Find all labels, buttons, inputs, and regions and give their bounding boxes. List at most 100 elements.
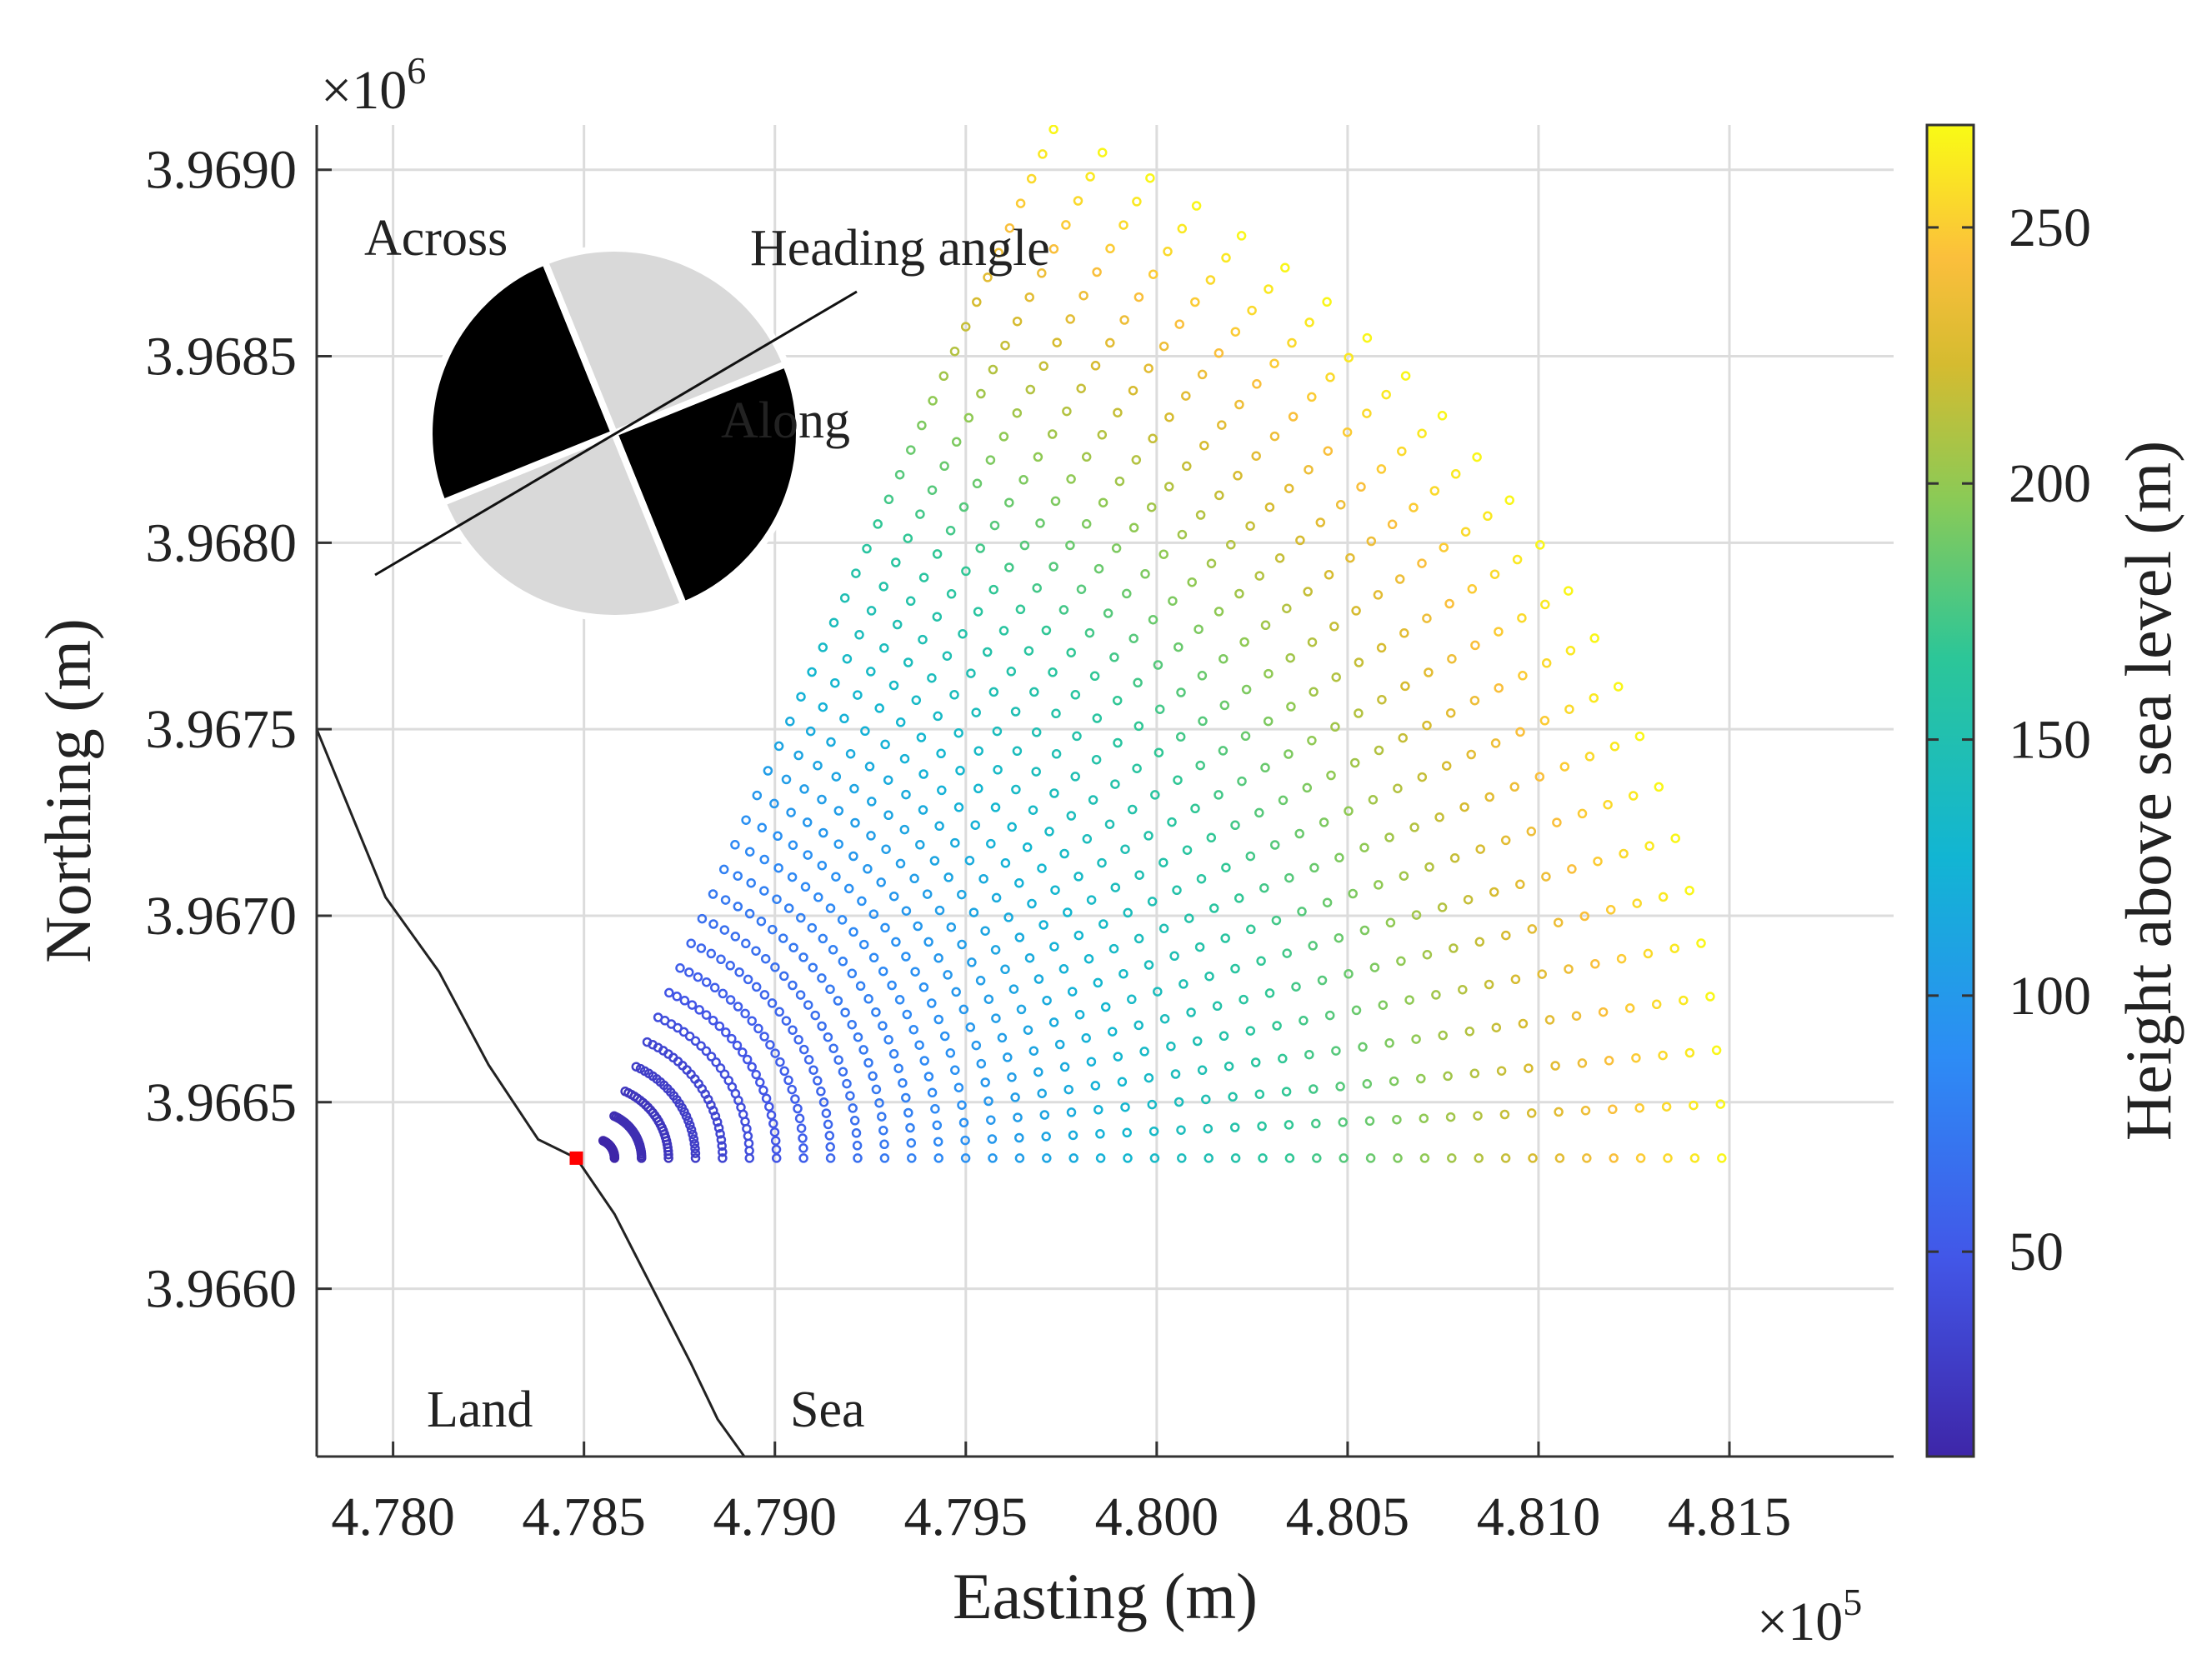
- scan-point: [986, 1115, 996, 1125]
- scan-point: [916, 732, 927, 742]
- scan-point: [1247, 305, 1257, 316]
- scan-point: [817, 860, 828, 871]
- scan-point: [1214, 607, 1224, 617]
- scan-point: [1577, 1058, 1588, 1068]
- scan-point: [1437, 902, 1448, 912]
- scan-point: [828, 1043, 838, 1053]
- scan-point: [1093, 1105, 1103, 1115]
- scan-point: [1004, 497, 1014, 507]
- scan-point: [843, 883, 854, 894]
- scan-point: [620, 1087, 630, 1097]
- scan-point: [1661, 1102, 1672, 1112]
- scan-point: [1422, 613, 1432, 623]
- scan-point: [1540, 599, 1550, 610]
- scan-point: [1324, 1010, 1335, 1021]
- scan-point: [949, 690, 959, 700]
- scan-point: [758, 1085, 768, 1096]
- scan-point: [796, 912, 806, 923]
- scan-point: [1058, 964, 1069, 974]
- scan-point: [701, 1010, 712, 1020]
- scan-point: [998, 626, 1009, 636]
- scan-point: [1081, 452, 1092, 462]
- scan-point: [1670, 833, 1680, 843]
- scan-point: [693, 972, 703, 982]
- scan-point: [768, 1118, 778, 1129]
- scan-point: [1281, 1087, 1292, 1097]
- scan-point: [1288, 412, 1299, 422]
- scan-point: [1190, 803, 1200, 814]
- scan-point: [901, 1092, 911, 1103]
- scan-point: [1219, 653, 1229, 664]
- scan-point: [1037, 1088, 1047, 1098]
- scan-point: [1351, 1005, 1362, 1016]
- scan-point: [1179, 979, 1189, 989]
- scan-point: [967, 957, 977, 967]
- scan-point: [901, 906, 912, 916]
- scan-point: [953, 802, 964, 812]
- scan-point: [713, 1122, 724, 1133]
- scan-point: [1174, 319, 1184, 329]
- scan-point: [932, 612, 943, 622]
- scan-point: [1063, 907, 1073, 917]
- scan-point: [1438, 1030, 1448, 1041]
- scan-point: [1214, 490, 1224, 501]
- scan-point: [895, 858, 906, 869]
- scan-point: [1006, 667, 1017, 677]
- scan-point: [803, 1055, 814, 1065]
- scan-point: [1512, 554, 1523, 565]
- scan-point: [1254, 571, 1264, 581]
- scan-point: [1715, 1099, 1726, 1109]
- scan-point: [988, 1153, 998, 1163]
- scan-point: [744, 847, 755, 857]
- scan-point: [907, 1153, 917, 1163]
- scan-point: [1354, 708, 1364, 718]
- scan-point: [1632, 898, 1642, 908]
- scan-point: [808, 1065, 818, 1075]
- scan-point: [1014, 1153, 1025, 1163]
- scan-point: [883, 1035, 893, 1045]
- scan-point: [808, 962, 818, 972]
- scan-point: [1233, 471, 1243, 481]
- scan-point: [1654, 782, 1664, 792]
- scan-point: [1054, 1039, 1065, 1050]
- scan-point: [1033, 452, 1043, 462]
- scan-point: [708, 1015, 718, 1026]
- scan-point: [788, 980, 798, 991]
- scan-point: [770, 1136, 781, 1146]
- scan-point: [1026, 173, 1037, 184]
- scan-point: [787, 872, 798, 882]
- scan-point: [1095, 1153, 1106, 1163]
- scan-point: [1307, 637, 1318, 647]
- scan-point: [1376, 464, 1387, 474]
- scan-point: [1616, 953, 1627, 964]
- scan-point: [788, 840, 798, 851]
- scan-point: [1221, 252, 1231, 263]
- scan-point: [1086, 1057, 1097, 1067]
- scan-point: [1470, 640, 1480, 651]
- scan-point: [817, 794, 827, 805]
- scan-point: [1280, 262, 1290, 273]
- scan-point: [664, 987, 674, 998]
- scan-point: [1181, 391, 1191, 401]
- scan-point: [1284, 1153, 1295, 1163]
- scan-point: [686, 1125, 697, 1135]
- scan-point: [888, 891, 899, 902]
- scan-point: [1073, 930, 1084, 941]
- scan-point: [1349, 757, 1360, 768]
- scan-point: [1651, 999, 1662, 1010]
- scan-point: [793, 750, 803, 761]
- scan-point: [1012, 746, 1023, 757]
- scan-point: [1326, 770, 1336, 781]
- scan-point: [1172, 885, 1182, 896]
- scan-point: [826, 737, 836, 747]
- scan-point: [908, 1024, 918, 1035]
- scan-point: [1239, 637, 1249, 647]
- scan-point: [781, 1016, 792, 1026]
- scan-point: [930, 1104, 940, 1114]
- scan-point: [913, 921, 923, 932]
- scan-point: [933, 1153, 943, 1163]
- scan-point: [1195, 510, 1206, 520]
- scan-point: [771, 1153, 782, 1163]
- scan-point: [1564, 586, 1574, 596]
- scan-point: [881, 844, 891, 854]
